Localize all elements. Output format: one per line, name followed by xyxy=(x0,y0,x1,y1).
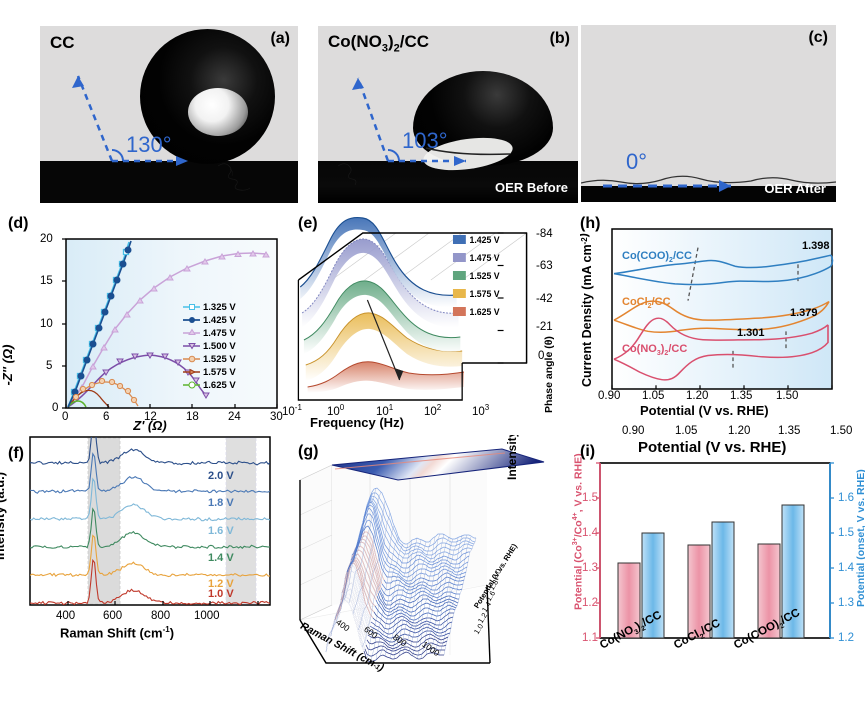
svg-text:1.625 V: 1.625 V xyxy=(203,380,236,391)
svg-text:1.425 V: 1.425 V xyxy=(470,235,501,245)
svg-text:-Z'' (Ω): -Z'' (Ω) xyxy=(0,345,15,386)
svg-text:1.500 V: 1.500 V xyxy=(203,341,236,352)
svg-text:1.525 V: 1.525 V xyxy=(203,354,236,365)
svg-text:1.575 V: 1.575 V xyxy=(470,289,501,299)
svg-text:1.325 V: 1.325 V xyxy=(203,302,236,313)
svg-text:1.475 V: 1.475 V xyxy=(470,253,501,263)
svg-text:1.575 V: 1.575 V xyxy=(203,367,236,378)
svg-text:Phase angle (θ): Phase angle (θ) xyxy=(543,336,555,413)
svg-text:1.475 V: 1.475 V xyxy=(203,328,236,339)
svg-text:1.525 V: 1.525 V xyxy=(470,271,501,281)
svg-text:Current Density (mA cm-2): Current Density (mA cm-2) xyxy=(580,233,594,387)
svg-text:1.425 V: 1.425 V xyxy=(203,315,236,326)
svg-text:1.625 V: 1.625 V xyxy=(470,307,501,317)
